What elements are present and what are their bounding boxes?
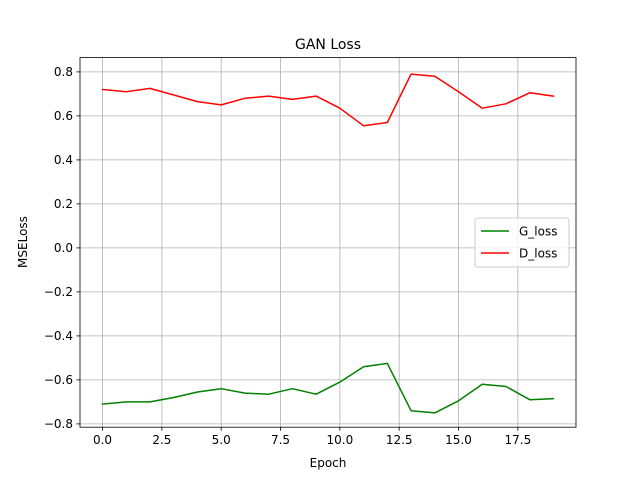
x-axis-label: Epoch <box>310 456 347 470</box>
x-tick-label: 15.0 <box>445 433 472 447</box>
plot-frame <box>79 57 577 428</box>
y-tick-label: −0.8 <box>44 417 73 431</box>
x-tick-label: 2.5 <box>152 433 171 447</box>
x-tick-label: 17.5 <box>504 433 531 447</box>
series-lines <box>101 73 555 414</box>
y-tick-label: 0.8 <box>54 65 73 79</box>
x-tick-label: 12.5 <box>386 433 413 447</box>
y-tick-label: 0.6 <box>54 109 73 123</box>
y-tick-label: −0.4 <box>44 329 73 343</box>
x-tick-label: 5.0 <box>212 433 231 447</box>
y-tick-label: −0.2 <box>44 285 73 299</box>
chart-title: GAN Loss <box>295 37 361 53</box>
y-axis-label: MSELoss <box>16 216 30 268</box>
legend-label: G_loss <box>519 224 557 238</box>
legend-label: D_loss <box>519 246 557 260</box>
x-tick-label: 10.0 <box>327 433 354 447</box>
y-tick-label: −0.6 <box>44 373 73 387</box>
y-tick-label: 0.4 <box>54 153 73 167</box>
axis-ticks: 0.0 2.5 5.0 7.5 10.0 12.5 15.0 17.5 −0.8 −0.6 −0.4… <box>44 65 531 447</box>
series-line-d-loss <box>101 73 555 127</box>
legend: G_loss D_loss <box>474 217 570 268</box>
grid <box>80 57 576 428</box>
x-tick-label: 0.0 <box>93 433 112 447</box>
y-tick-label: 0.2 <box>54 197 73 211</box>
series-line-g-loss <box>101 362 555 414</box>
y-tick-label: 0.0 <box>54 241 73 255</box>
x-tick-label: 7.5 <box>271 433 290 447</box>
